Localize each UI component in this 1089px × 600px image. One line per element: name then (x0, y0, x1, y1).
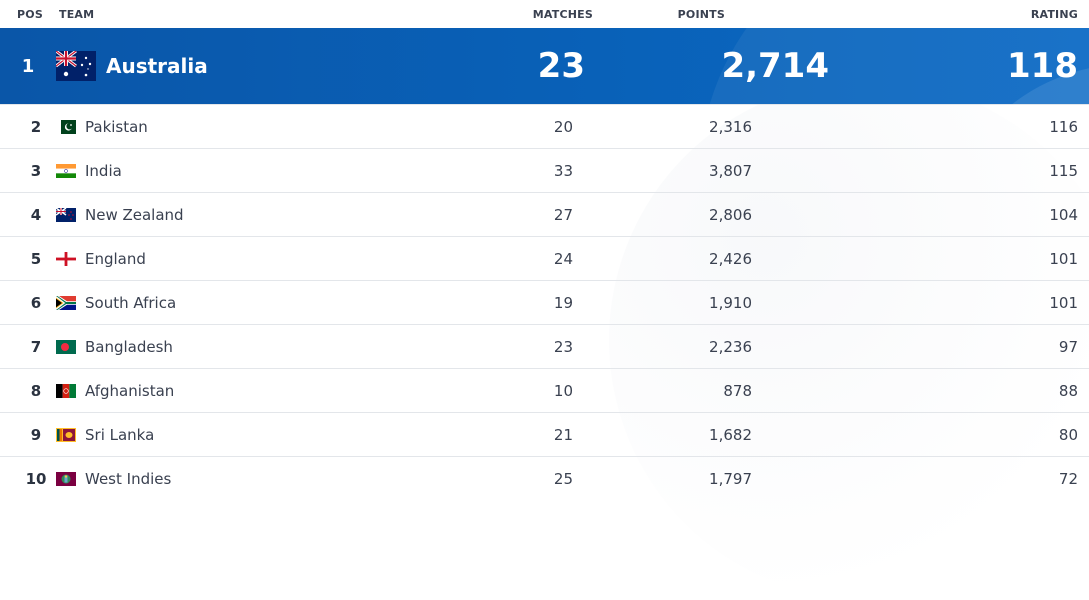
row-team-name: Sri Lanka (85, 425, 155, 444)
row-pos: 4 (0, 192, 56, 237)
table-row[interactable]: 7 Bangladesh 23 2,236 97 (0, 324, 1089, 369)
leader-row[interactable]: 1 (0, 28, 1089, 105)
table-row[interactable]: 2 Pakistan 20 2,316 116 (0, 104, 1089, 149)
row-points: 2,806 (650, 192, 920, 237)
row-rating: 88 (920, 368, 1089, 413)
leader-matches: 23 (537, 46, 585, 86)
header-team: TEAM (56, 0, 480, 28)
row-pos: 5 (0, 236, 56, 281)
table-row[interactable]: 8 Afghanistan 10 878 88 (0, 368, 1089, 413)
row-points: 878 (650, 368, 920, 413)
row-pos: 3 (0, 148, 56, 193)
row-matches: 27 (480, 192, 650, 237)
header-pos: POS (0, 0, 56, 28)
row-matches: 24 (480, 236, 650, 281)
header-points: POINTS (650, 0, 920, 28)
row-pos: 7 (0, 324, 56, 369)
leader-rating: 118 (1007, 46, 1078, 86)
row-pos: 10 (0, 456, 56, 500)
row-matches: 25 (480, 456, 650, 500)
row-team-name: West Indies (85, 469, 172, 488)
row-matches: 23 (480, 324, 650, 369)
row-matches: 21 (480, 412, 650, 457)
row-rating: 116 (920, 104, 1089, 149)
leader-team-name: Australia (106, 54, 208, 78)
row-rating: 72 (920, 456, 1089, 500)
row-rating: 101 (920, 280, 1089, 325)
row-matches: 19 (480, 280, 650, 325)
row-pos: 8 (0, 368, 56, 413)
header-rating: RATING (920, 0, 1089, 28)
leader-pos: 1 (21, 55, 35, 77)
row-points: 2,426 (650, 236, 920, 281)
australia-flag-icon (56, 51, 96, 81)
south-africa-flag-icon (56, 295, 76, 310)
rankings-table: POS TEAM MATCHES POINTS RATING 1 (0, 0, 1089, 500)
row-points: 2,236 (650, 324, 920, 369)
leader-points: 2,714 (721, 46, 829, 86)
west-indies-flag-icon (56, 471, 76, 486)
row-rating: 80 (920, 412, 1089, 457)
india-flag-icon (56, 163, 76, 178)
row-pos: 2 (0, 104, 56, 149)
table-row[interactable]: 3 India 33 3,807 115 (0, 148, 1089, 193)
row-team-name: Pakistan (85, 117, 148, 136)
pakistan-flag-icon (56, 119, 76, 134)
sri-lanka-flag-icon (56, 427, 76, 442)
row-team-name: India (85, 161, 122, 180)
row-pos: 9 (0, 412, 56, 457)
afghanistan-flag-icon (56, 383, 76, 398)
row-team-name: Bangladesh (85, 337, 173, 356)
table-row[interactable]: 9 Sri Lanka 21 1,682 80 (0, 412, 1089, 457)
table-row[interactable]: 6 South Africa 19 1,910 101 (0, 280, 1089, 325)
new-zealand-flag-icon (56, 207, 76, 222)
table-row[interactable]: 10 West Indies 25 1,797 72 (0, 456, 1089, 500)
table-header-row: POS TEAM MATCHES POINTS RATING (0, 0, 1089, 28)
row-points: 3,807 (650, 148, 920, 193)
row-team-name: South Africa (85, 293, 177, 312)
table-row[interactable]: 4 New Zealand 27 2,806 104 (0, 192, 1089, 237)
bangladesh-flag-icon (56, 339, 76, 354)
table-row[interactable]: 5 England 24 2,426 101 (0, 236, 1089, 281)
row-rating: 104 (920, 192, 1089, 237)
row-points: 2,316 (650, 104, 920, 149)
row-points: 1,682 (650, 412, 920, 457)
row-rating: 101 (920, 236, 1089, 281)
row-team-name: England (85, 249, 146, 268)
row-rating: 115 (920, 148, 1089, 193)
row-team-name: Afghanistan (85, 381, 175, 400)
row-matches: 10 (480, 368, 650, 413)
row-matches: 33 (480, 148, 650, 193)
row-points: 1,910 (650, 280, 920, 325)
england-flag-icon (56, 251, 76, 266)
row-pos: 6 (0, 280, 56, 325)
row-rating: 97 (920, 324, 1089, 369)
header-matches: MATCHES (480, 0, 650, 28)
row-team-name: New Zealand (85, 205, 184, 224)
row-matches: 20 (480, 104, 650, 149)
row-points: 1,797 (650, 456, 920, 500)
